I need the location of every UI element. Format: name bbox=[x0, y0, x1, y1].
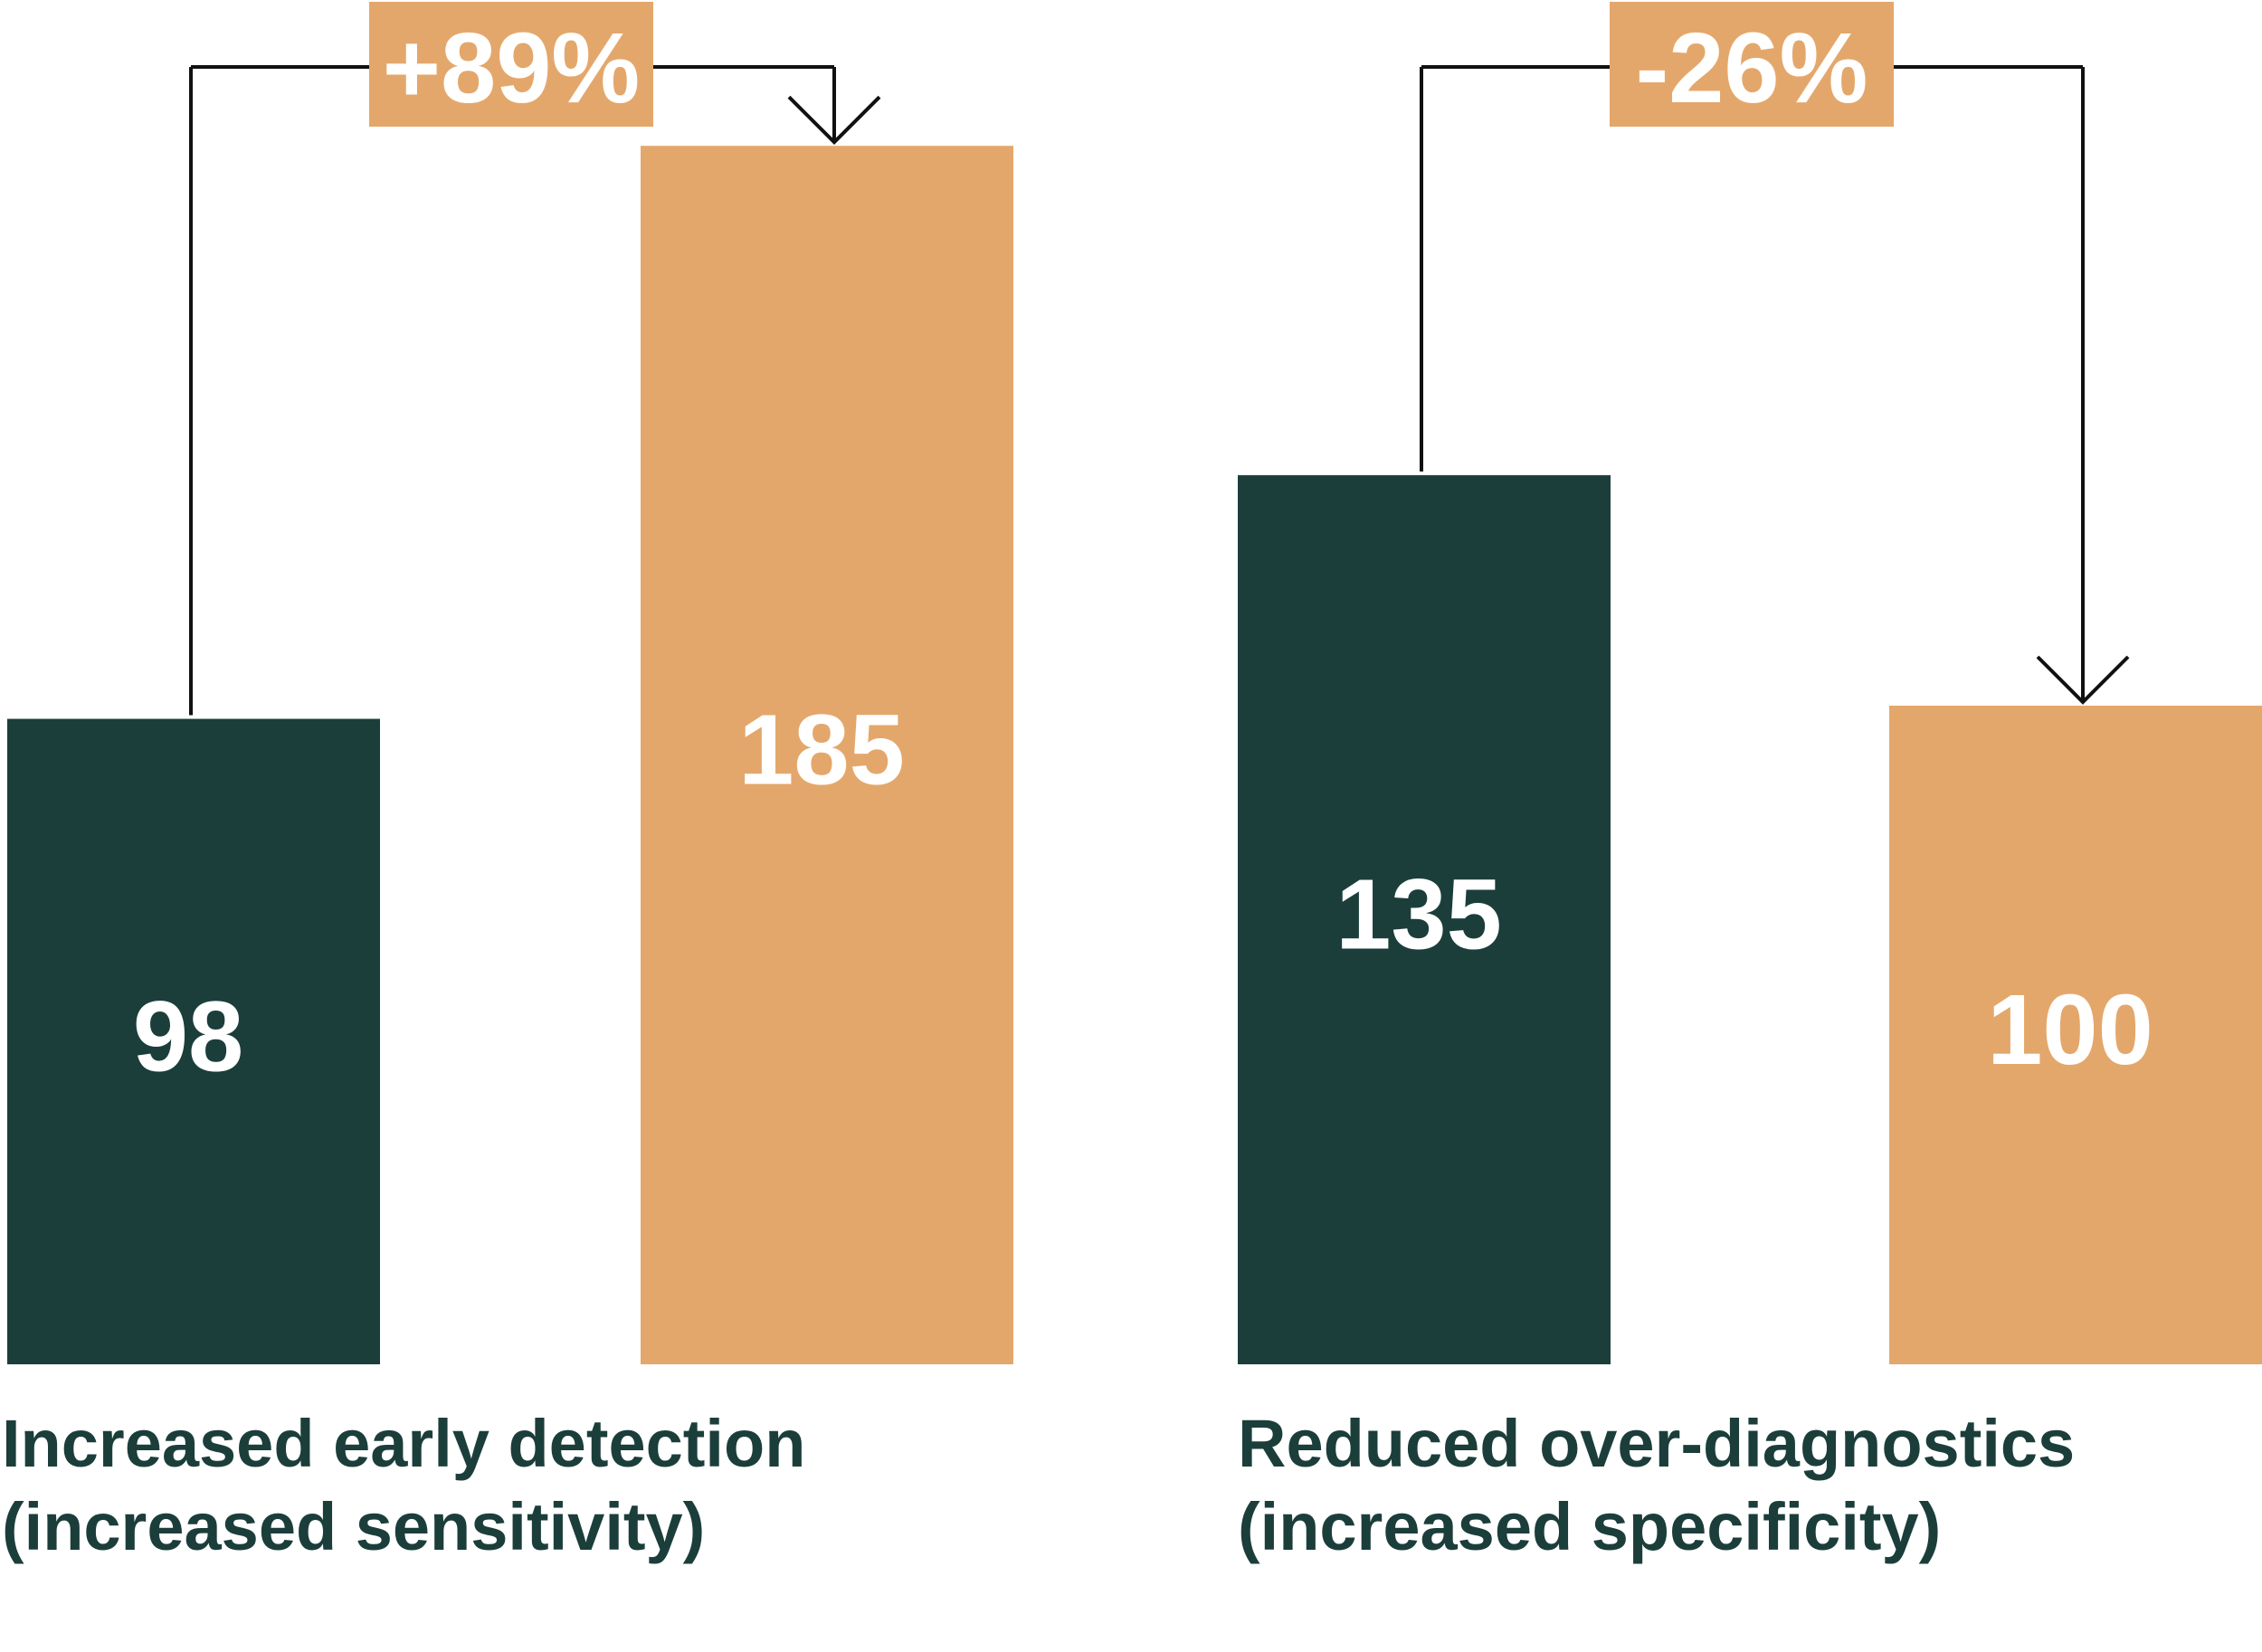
value-label-left-after: 185 bbox=[738, 695, 905, 806]
change-badge-text-right: -26% bbox=[1636, 13, 1868, 124]
bar-right-after bbox=[1889, 706, 2262, 1364]
bar-left-after bbox=[641, 146, 1013, 1365]
bar-right-before bbox=[1238, 475, 1611, 1364]
caption-left: Increased early detection (increased sen… bbox=[2, 1402, 805, 1569]
arrow-head-icon-right bbox=[2036, 655, 2130, 705]
arrow-head-icon-left bbox=[787, 95, 881, 146]
caption-left-line-1: Increased early detection bbox=[2, 1406, 806, 1481]
caption-left-line-2: (increased sensitivity) bbox=[2, 1489, 706, 1564]
caption-right-line-1: Reduced over-diagnostics bbox=[1238, 1406, 2076, 1481]
change-badge-text-left: +89% bbox=[383, 13, 640, 124]
caption-right-line-2: (increased specificity) bbox=[1238, 1489, 1942, 1564]
value-label-right-after: 100 bbox=[1987, 974, 2153, 1086]
value-label-left-before: 98 bbox=[133, 981, 243, 1092]
change-badge-right bbox=[1610, 2, 1894, 127]
value-label-right-before: 135 bbox=[1335, 859, 1502, 971]
change-badge-left bbox=[369, 2, 653, 127]
caption-right: Reduced over-diagnostics (increased spec… bbox=[1238, 1402, 2075, 1569]
bar-left-before bbox=[7, 718, 380, 1364]
